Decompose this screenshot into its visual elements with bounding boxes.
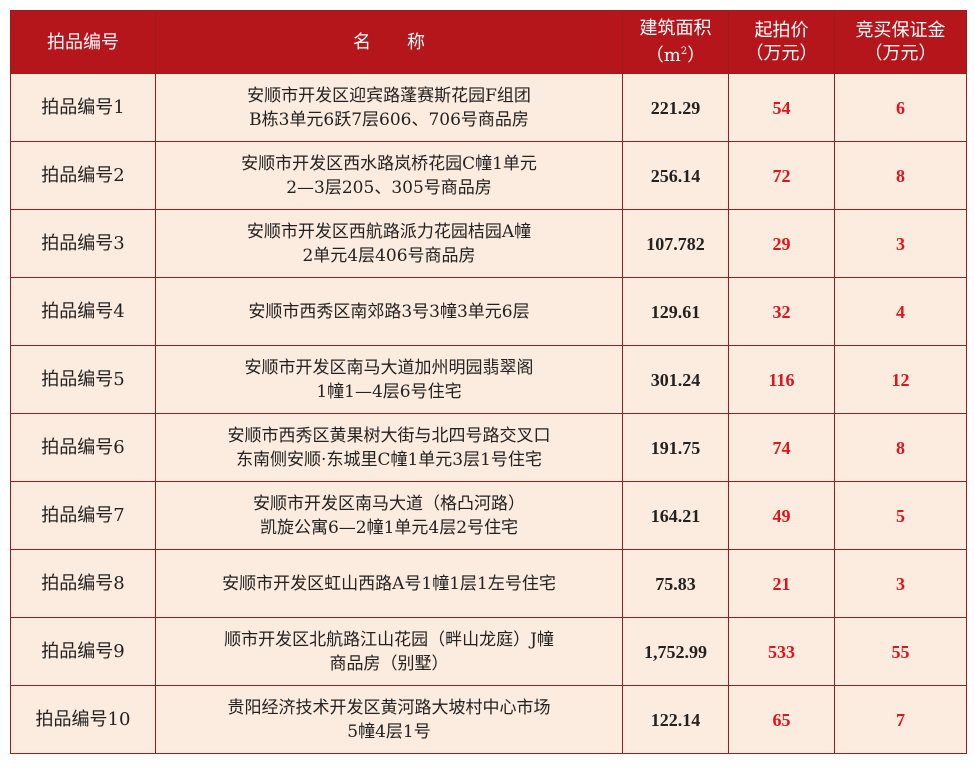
header-price: 起拍价 （万元） bbox=[728, 10, 835, 74]
starting-price: 72 bbox=[728, 141, 835, 210]
building-area: 129.61 bbox=[622, 277, 729, 346]
property-name: 安顺市开发区迎宾路蓬赛斯花园F组团 B栋3单元6跃7层606、706号商品房 bbox=[155, 73, 623, 142]
header-price-unit: （万元） bbox=[745, 43, 818, 64]
property-name: 安顺市西秀区黄果树大街与北四号路交叉口 东南侧安顺·东城里C幢1单元3层1号住宅 bbox=[155, 413, 623, 482]
property-name-line1: 安顺市西秀区黄果树大街与北四号路交叉口 bbox=[227, 425, 551, 446]
lot-number: 拍品编号9 bbox=[10, 617, 156, 686]
lot-number: 拍品编号4 bbox=[10, 277, 156, 346]
header-area-unit-close: ） bbox=[687, 45, 706, 66]
lot-number: 拍品编号8 bbox=[10, 549, 156, 618]
starting-price: 74 bbox=[728, 413, 835, 482]
building-area: 164.21 bbox=[622, 481, 729, 550]
deposit: 6 bbox=[834, 73, 967, 142]
property-name-line1: 安顺市开发区西水路岚桥花园C幢1单元 bbox=[241, 153, 537, 174]
property-name: 安顺市开发区西水路岚桥花园C幢1单元 2—3层205、305号商品房 bbox=[155, 141, 623, 210]
header-area-sup: 2 bbox=[680, 46, 688, 57]
property-name: 贵阳经济技术开发区黄河路大坡村中心市场 5幢4层1号 bbox=[155, 685, 623, 754]
lot-number: 拍品编号6 bbox=[10, 413, 156, 482]
property-name: 安顺市开发区虹山西路A号1幢1层1左号住宅 bbox=[155, 549, 623, 618]
header-area-label: 建筑面积 bbox=[639, 18, 712, 39]
auction-lots-table: 拍品编号 名 称 建筑面积 （m2） 起拍价 （万元） 竞买保证金 （万元） 拍品编号… bbox=[10, 10, 967, 754]
table-row: 拍品编号10 贵阳经济技术开发区黄河路大坡村中心市场 5幢4层1号 122.14 65 7 bbox=[10, 685, 967, 754]
lot-number: 拍品编号2 bbox=[10, 141, 156, 210]
property-name-line1: 贵阳经济技术开发区黄河路大坡村中心市场 bbox=[227, 697, 551, 718]
header-area-unit: （m bbox=[645, 45, 681, 66]
building-area: 1,752.99 bbox=[622, 617, 729, 686]
deposit: 7 bbox=[834, 685, 967, 754]
starting-price: 65 bbox=[728, 685, 835, 754]
property-name-line1: 顺市开发区北航路江山花园（畔山龙庭）J幢 bbox=[224, 629, 554, 650]
property-name-line2: B栋3单元6跃7层606、706号商品房 bbox=[249, 109, 529, 130]
property-name: 安顺市西秀区南郊路3号3幢3单元6层 bbox=[155, 277, 623, 346]
building-area: 75.83 bbox=[622, 549, 729, 618]
table-row: 拍品编号8 安顺市开发区虹山西路A号1幢1层1左号住宅 75.83 21 3 bbox=[10, 549, 967, 618]
building-area: 107.782 bbox=[622, 209, 729, 278]
deposit: 4 bbox=[834, 277, 967, 346]
property-name-line2: 2单元4层406号商品房 bbox=[302, 245, 476, 266]
table-row: 拍品编号5 安顺市开发区南马大道加州明园翡翠阁 1幢1—4层6号住宅 301.24 11… bbox=[10, 345, 967, 414]
building-area: 221.29 bbox=[622, 73, 729, 142]
property-name-line1: 安顺市开发区虹山西路A号1幢1层1左号住宅 bbox=[222, 573, 556, 594]
building-area: 122.14 bbox=[622, 685, 729, 754]
deposit: 8 bbox=[834, 413, 967, 482]
property-name: 顺市开发区北航路江山花园（畔山龙庭）J幢 商品房（别墅） bbox=[155, 617, 623, 686]
header-price-label: 起拍价 bbox=[754, 20, 809, 41]
building-area: 191.75 bbox=[622, 413, 729, 482]
table-row: 拍品编号9 顺市开发区北航路江山花园（畔山龙庭）J幢 商品房（别墅） 1,752.99… bbox=[10, 617, 967, 686]
header-area: 建筑面积 （m2） bbox=[622, 10, 729, 74]
starting-price: 21 bbox=[728, 549, 835, 618]
header-deposit: 竞买保证金 （万元） bbox=[834, 10, 967, 74]
table-row: 拍品编号6 安顺市西秀区黄果树大街与北四号路交叉口 东南侧安顺·东城里C幢1单元3层… bbox=[10, 413, 967, 482]
header-deposit-unit: （万元） bbox=[864, 43, 937, 64]
header-row: 拍品编号 名 称 建筑面积 （m2） 起拍价 （万元） 竞买保证金 （万元） bbox=[10, 10, 967, 74]
header-lot: 拍品编号 bbox=[10, 10, 156, 74]
property-name-line2: 1幢1—4层6号住宅 bbox=[316, 381, 462, 402]
header-deposit-label: 竞买保证金 bbox=[855, 20, 946, 41]
deposit: 12 bbox=[834, 345, 967, 414]
deposit: 3 bbox=[834, 209, 967, 278]
lot-number: 拍品编号5 bbox=[10, 345, 156, 414]
property-name-line2: 商品房（别墅） bbox=[329, 653, 449, 674]
header-name: 名 称 bbox=[155, 10, 623, 74]
starting-price: 29 bbox=[728, 209, 835, 278]
starting-price: 54 bbox=[728, 73, 835, 142]
lot-number: 拍品编号3 bbox=[10, 209, 156, 278]
property-name: 安顺市开发区南马大道加州明园翡翠阁 1幢1—4层6号住宅 bbox=[155, 345, 623, 414]
property-name-line2: 东南侧安顺·东城里C幢1单元3层1号住宅 bbox=[236, 449, 542, 470]
property-name-line1: 安顺市开发区南马大道（格凸河路） bbox=[253, 493, 525, 514]
deposit: 3 bbox=[834, 549, 967, 618]
property-name-line1: 安顺市西秀区南郊路3号3幢3单元6层 bbox=[248, 301, 530, 322]
starting-price: 116 bbox=[728, 345, 835, 414]
starting-price: 49 bbox=[728, 481, 835, 550]
starting-price: 32 bbox=[728, 277, 835, 346]
property-name: 安顺市开发区西航路派力花园桔园A幢 2单元4层406号商品房 bbox=[155, 209, 623, 278]
deposit: 8 bbox=[834, 141, 967, 210]
property-name-line1: 安顺市开发区南马大道加州明园翡翠阁 bbox=[244, 357, 534, 378]
table-row: 拍品编号2 安顺市开发区西水路岚桥花园C幢1单元 2—3层205、305号商品房 25… bbox=[10, 141, 967, 210]
table-row: 拍品编号7 安顺市开发区南马大道（格凸河路） 凯旋公寓6—2幢1单元4层2号住宅 16… bbox=[10, 481, 967, 550]
property-name-line1: 安顺市开发区迎宾路蓬赛斯花园F组团 bbox=[247, 85, 531, 106]
property-name: 安顺市开发区南马大道（格凸河路） 凯旋公寓6—2幢1单元4层2号住宅 bbox=[155, 481, 623, 550]
deposit: 55 bbox=[834, 617, 967, 686]
table-row: 拍品编号4 安顺市西秀区南郊路3号3幢3单元6层 129.61 32 4 bbox=[10, 277, 967, 346]
property-name-line1: 安顺市开发区西航路派力花园桔园A幢 bbox=[246, 221, 532, 242]
deposit: 5 bbox=[834, 481, 967, 550]
starting-price: 533 bbox=[728, 617, 835, 686]
property-name-line2: 5幢4层1号 bbox=[347, 721, 431, 742]
lot-number: 拍品编号10 bbox=[10, 685, 156, 754]
property-name-line2: 2—3层205、305号商品房 bbox=[286, 177, 492, 198]
building-area: 256.14 bbox=[622, 141, 729, 210]
table-row: 拍品编号3 安顺市开发区西航路派力花园桔园A幢 2单元4层406号商品房 107.78… bbox=[10, 209, 967, 278]
table-row: 拍品编号1 安顺市开发区迎宾路蓬赛斯花园F组团 B栋3单元6跃7层606、706号商… bbox=[10, 73, 967, 142]
lot-number: 拍品编号7 bbox=[10, 481, 156, 550]
lot-number: 拍品编号1 bbox=[10, 73, 156, 142]
building-area: 301.24 bbox=[622, 345, 729, 414]
property-name-line2: 凯旋公寓6—2幢1单元4层2号住宅 bbox=[259, 517, 519, 538]
